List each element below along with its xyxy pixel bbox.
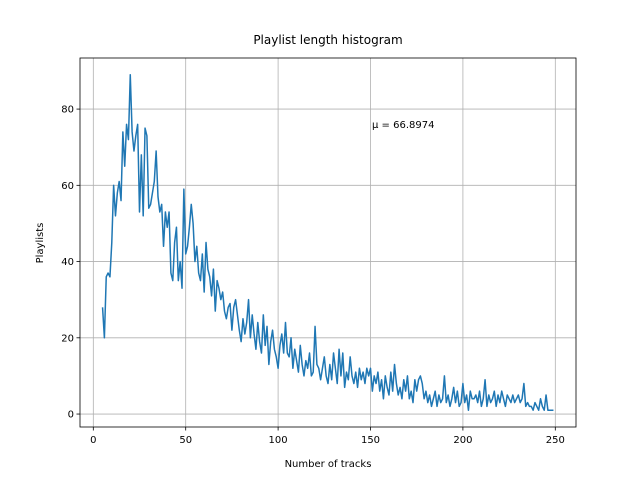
x-tick-label: 200 — [453, 435, 472, 446]
y-tick-label: 60 — [61, 181, 74, 192]
x-tick-label: 100 — [269, 435, 288, 446]
y-tick-label: 40 — [61, 257, 74, 268]
x-tick-label: 150 — [361, 435, 380, 446]
y-tick-label: 0 — [68, 410, 74, 421]
x-tick-label: 50 — [179, 435, 192, 446]
annotation: μ = 66.8974 — [372, 120, 434, 131]
x-tick-label: 250 — [546, 435, 565, 446]
data-line — [101, 74, 554, 411]
y-axis-label: Playlists — [35, 223, 46, 264]
chart-title: Playlist length histogram — [253, 33, 402, 47]
x-axis-label: Number of tracks — [285, 459, 372, 470]
y-tick-label: 80 — [61, 105, 74, 116]
y-tick-label: 20 — [61, 333, 74, 344]
plot-frame — [79, 57, 577, 428]
x-tick-label: 0 — [90, 435, 96, 446]
